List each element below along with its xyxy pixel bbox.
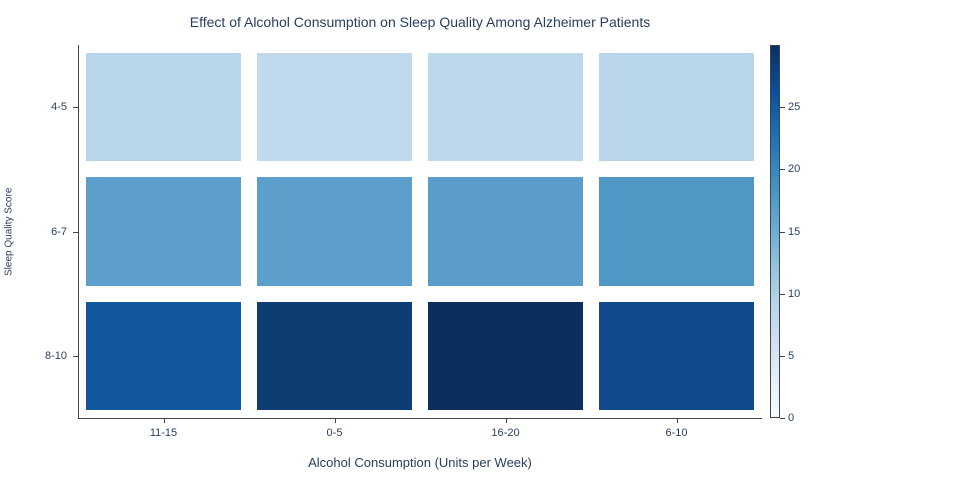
y-tick-label: 8-10: [44, 349, 67, 362]
colorbar-tick-label: 5: [788, 349, 795, 362]
colorbar-tick-label: 20: [788, 163, 801, 176]
colorbar-tick-label: 0: [788, 412, 795, 424]
heatmap-cell[interactable]: [86, 53, 241, 162]
colorbar-tick: [780, 293, 785, 295]
x-tick: [676, 418, 678, 423]
heatmap-cell[interactable]: [257, 177, 412, 286]
heatmap-cell[interactable]: [599, 177, 754, 286]
heatmap-cell[interactable]: [599, 301, 754, 410]
x-tick: [505, 418, 507, 423]
heatmap-grid: [78, 45, 762, 418]
heatmap-cell[interactable]: [428, 177, 583, 286]
heatmap-cell[interactable]: [86, 177, 241, 286]
y-axis-line: [78, 45, 79, 419]
heatmap-cell[interactable]: [428, 301, 583, 410]
x-tick-label: 16-20: [491, 427, 520, 439]
heatmap-cell[interactable]: [428, 53, 583, 162]
heatmap-cell[interactable]: [86, 301, 241, 410]
x-tick-label: 0-5: [326, 427, 343, 439]
heatmap-cell[interactable]: [599, 53, 754, 162]
x-axis-line: [78, 418, 762, 419]
y-tick: [73, 231, 78, 233]
colorbar-tick: [780, 355, 785, 357]
x-axis-title: Alcohol Consumption (Units per Week): [308, 455, 532, 470]
colorbar-tick-label: 15: [788, 225, 801, 238]
heatmap-cell[interactable]: [257, 301, 412, 410]
x-tick: [334, 418, 336, 423]
heatmap-cell[interactable]: [257, 53, 412, 162]
colorbar-tick: [780, 107, 785, 109]
colorbar-tick: [780, 231, 785, 233]
y-tick: [73, 107, 78, 109]
y-tick-label: 4-5: [51, 101, 67, 114]
x-tick-label: 6-10: [665, 427, 688, 439]
colorbar-tick-label: 10: [788, 287, 801, 300]
x-tick-label: 11-15: [149, 427, 178, 439]
chart-title: Effect of Alcohol Consumption on Sleep Q…: [189, 14, 651, 30]
colorbar-tick-label: 25: [788, 101, 801, 114]
colorbar-strip: [770, 45, 780, 418]
x-tick: [163, 418, 165, 423]
colorbar-tick: [780, 169, 785, 171]
colorbar-tick: [780, 418, 785, 419]
y-tick-label: 6-7: [51, 225, 67, 238]
y-tick: [73, 355, 78, 357]
y-axis-title: Sleep Quality Score: [3, 187, 15, 276]
